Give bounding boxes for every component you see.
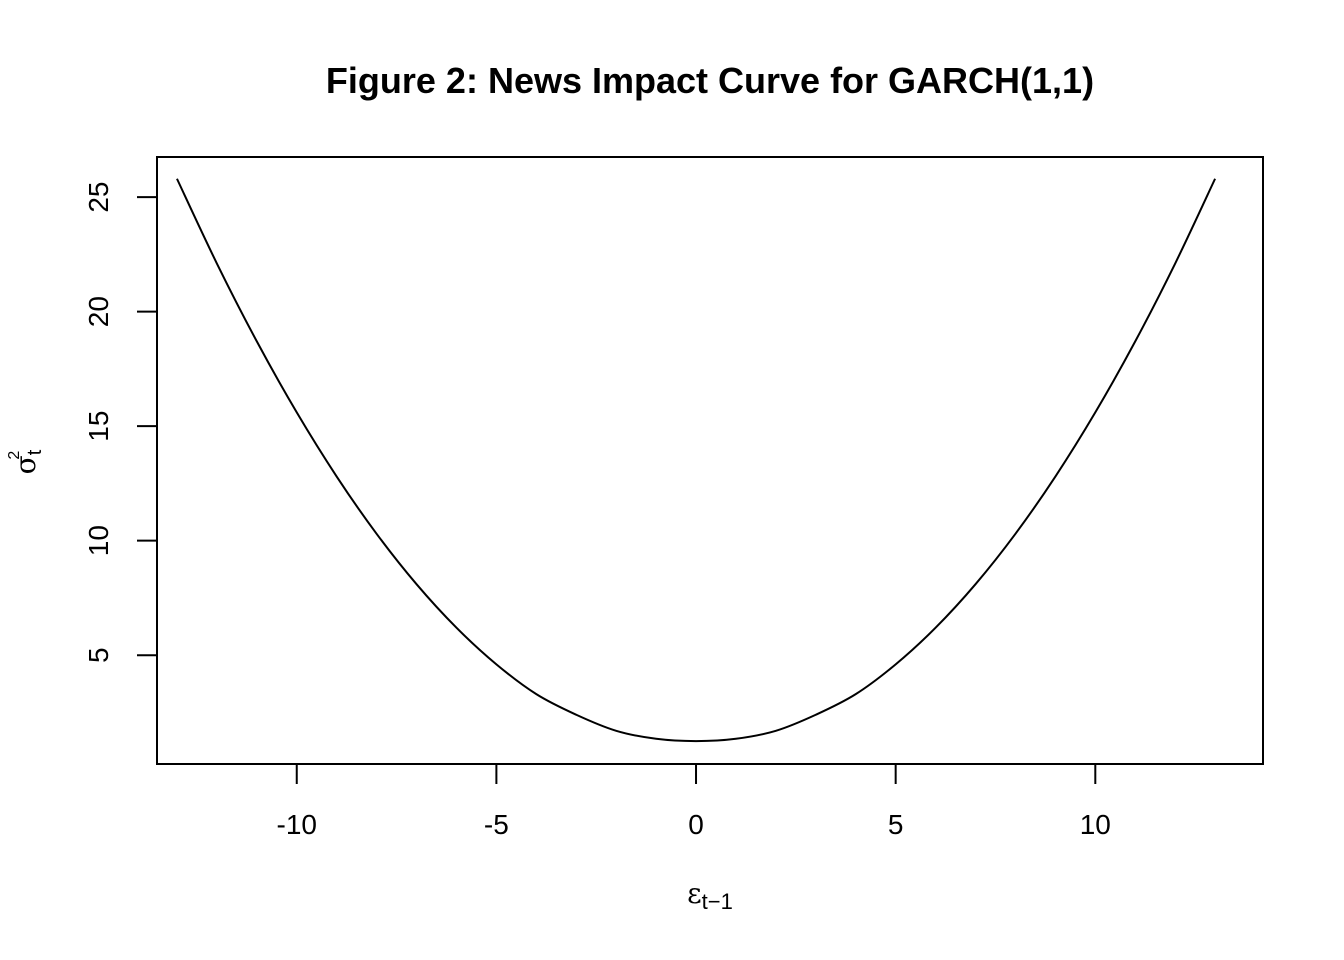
chart-title: Figure 2: News Impact Curve for GARCH(1,…	[326, 60, 1094, 101]
x-tick-label: 5	[888, 809, 904, 840]
plot-frame	[156, 156, 1264, 765]
y-tick-label: 25	[83, 182, 114, 213]
y-axis-label-subscript: t	[24, 449, 46, 455]
x-axis: -10 -5 0 5 10	[277, 764, 1111, 840]
x-tick-label: -10	[277, 809, 317, 840]
y-tick-label: 5	[83, 647, 114, 663]
y-axis-label-superscript: 2	[6, 451, 23, 460]
x-axis-label-base: ε	[687, 877, 702, 910]
y-tick-label: 15	[83, 411, 114, 442]
x-tick-label: -5	[484, 809, 509, 840]
x-tick-label: 0	[688, 809, 704, 840]
y-tick-label: 10	[83, 525, 114, 556]
y-axis-label: σt2	[6, 449, 46, 474]
y-tick-label: 20	[83, 296, 114, 327]
y-axis-label-base: σ	[9, 455, 42, 474]
x-axis-label: εt−1	[687, 877, 733, 914]
news-impact-curve	[176, 178, 1216, 743]
x-tick-label: 10	[1080, 809, 1111, 840]
y-axis: 5 10 15 20 25	[83, 182, 157, 663]
x-axis-label-subscript: t−1	[702, 889, 733, 914]
